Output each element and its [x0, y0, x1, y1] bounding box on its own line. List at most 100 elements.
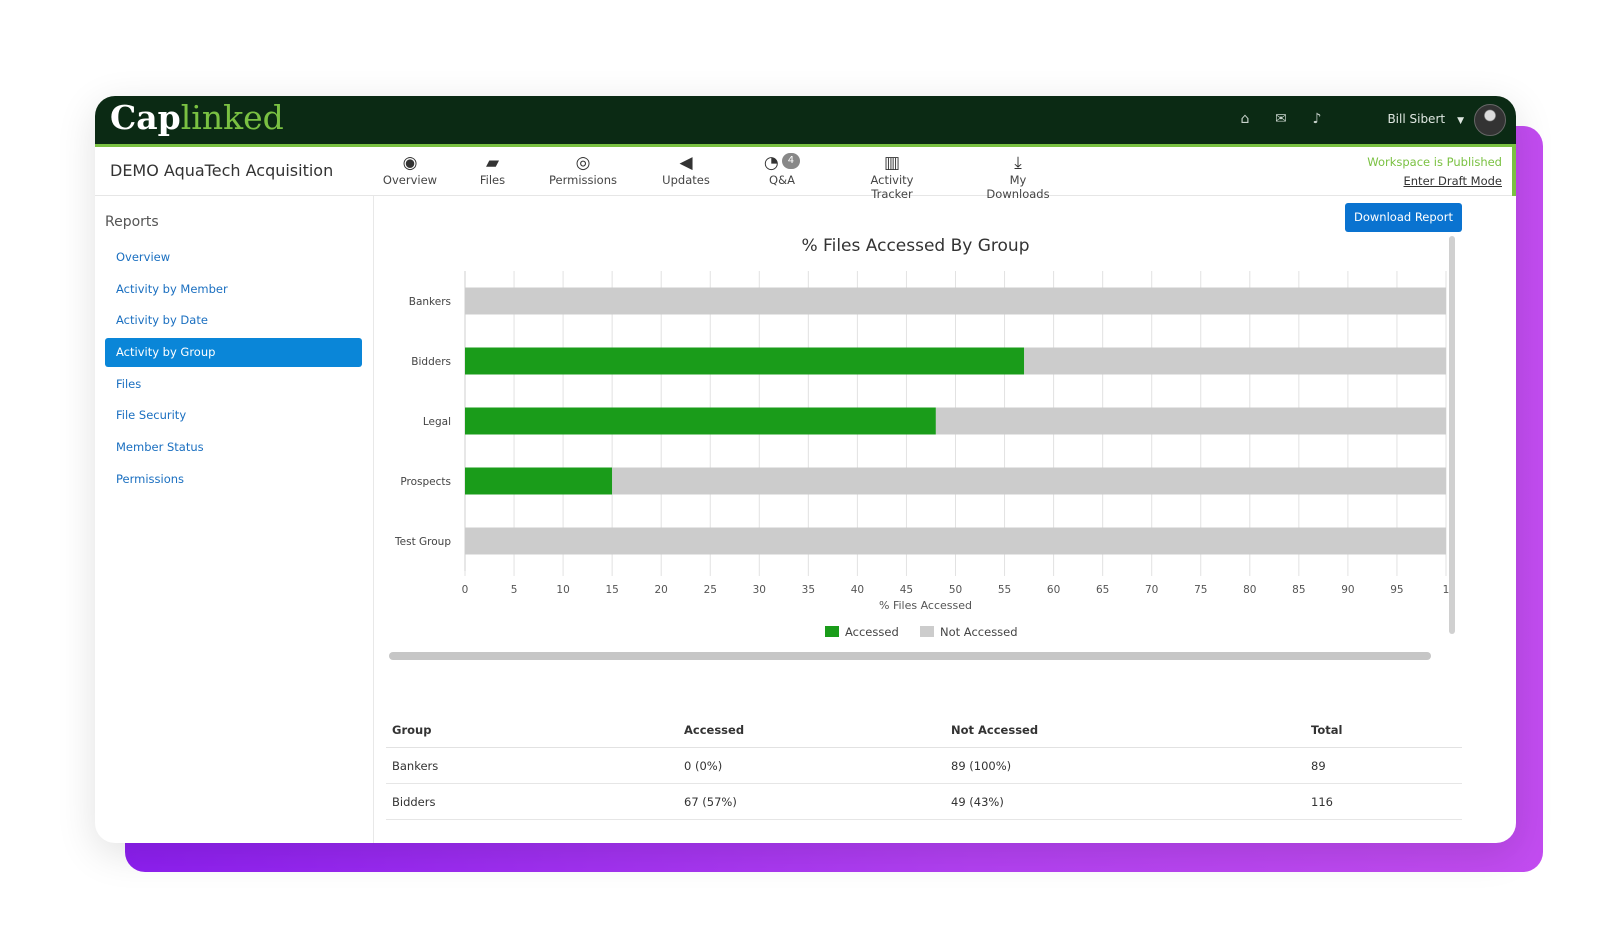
legend-swatch: [920, 626, 934, 637]
megaphone-icon: ◀: [679, 153, 693, 173]
x-tick-label: 65: [1096, 584, 1109, 596]
bar-accessed: [465, 467, 613, 495]
nav-updates[interactable]: ◀ Updates: [660, 153, 712, 187]
table-row: Bankers 0 (0%) 89 (100%) 89: [386, 747, 1462, 784]
x-tick-label: 70: [1145, 584, 1158, 596]
y-category-label: Prospects: [400, 476, 451, 488]
bell-icon[interactable]: ♪: [1312, 111, 1322, 127]
x-tick-label: 15: [605, 584, 618, 596]
x-tick-label: 25: [704, 584, 717, 596]
table-row: Bidders 67 (57%) 49 (43%) 116: [386, 783, 1462, 820]
cell-total: 89: [1305, 747, 1462, 784]
home-icon[interactable]: ⌂: [1240, 111, 1250, 127]
column-header-total[interactable]: Total: [1305, 713, 1462, 748]
column-header-accessed[interactable]: Accessed: [678, 713, 945, 748]
sidebar-item-member-status[interactable]: Member Status: [116, 440, 204, 454]
bar-not-accessed: [612, 467, 1446, 495]
workspace-status: Workspace is Published Enter Draft Mode: [1367, 153, 1502, 191]
sidebar-item-overview[interactable]: Overview: [116, 250, 171, 264]
cell-accessed: 0 (0%): [678, 747, 945, 784]
top-header: Caplinked ⌂ ✉ ♪ Bill Sibert ▼: [95, 96, 1516, 147]
sidebar-item-activity-by-group[interactable]: Activity by Group: [105, 338, 362, 367]
x-tick-label: 95: [1390, 584, 1403, 596]
cell-not-accessed: 49 (43%): [945, 783, 1305, 820]
x-tick-label: 10: [556, 584, 569, 596]
bar-accessed: [465, 407, 936, 435]
qa-count-badge: 4: [781, 153, 801, 169]
download-icon: ⤓: [1014, 153, 1022, 173]
x-tick-label: 85: [1292, 584, 1305, 596]
x-tick-label: 20: [655, 584, 668, 596]
x-tick-label: 90: [1341, 584, 1354, 596]
legend-label: Accessed: [845, 625, 899, 639]
bar-accessed: [465, 347, 1025, 375]
group-access-table: Group Accessed Not Accessed Total Banker…: [386, 713, 1462, 820]
x-tick-label: 75: [1194, 584, 1207, 596]
nav-overview[interactable]: ◉ Overview: [380, 153, 440, 187]
bar-not-accessed: [935, 407, 1446, 435]
chart-title: % Files Accessed By Group: [802, 236, 1030, 256]
x-tick-label: 35: [802, 584, 815, 596]
x-tick-label: 30: [753, 584, 766, 596]
vertical-scrollbar[interactable]: [1449, 236, 1455, 634]
x-tick-label: 60: [1047, 584, 1060, 596]
nav-my-downloads[interactable]: ⤓ My Downloads: [978, 153, 1058, 201]
y-category-label: Legal: [423, 416, 451, 428]
y-category-label: Bankers: [409, 296, 451, 308]
column-header-group[interactable]: Group: [386, 713, 678, 748]
column-header-not-accessed[interactable]: Not Accessed: [945, 713, 1305, 748]
bar-not-accessed: [1024, 347, 1446, 375]
sub-header: DEMO AquaTech Acquisition ◉ Overview ▰ Fil…: [95, 147, 1516, 201]
x-tick-label: 40: [851, 584, 864, 596]
mail-icon[interactable]: ✉: [1275, 111, 1287, 127]
x-tick-label: 0: [462, 584, 469, 596]
files-accessed-chart: % Files Accessed By Group 0 5 10 15 20 25 30 35 4…: [394, 236, 1450, 639]
nav-permissions[interactable]: ◎ Permissions: [548, 153, 618, 187]
cell-not-accessed: 89 (100%): [945, 747, 1305, 784]
reports-sidebar: Reports Overview Activity by Member Acti…: [95, 196, 374, 843]
x-tick-label: 80: [1243, 584, 1256, 596]
eye-icon: ◎: [575, 153, 591, 173]
caplinked-logo[interactable]: Caplinked: [110, 98, 284, 137]
bar-chart-icon: ▥: [883, 153, 901, 173]
y-category-label: Bidders: [411, 356, 451, 368]
y-category-label: Test Group: [394, 536, 451, 548]
cell-total: 116: [1305, 783, 1462, 820]
bar-not-accessed: [465, 527, 1446, 555]
legend-swatch: [825, 626, 839, 637]
sidebar-item-files[interactable]: Files: [116, 377, 142, 391]
app-window: Caplinked ⌂ ✉ ♪ Bill Sibert ▼ DEMO AquaTe…: [95, 96, 1516, 843]
chat-icon: ◔: [763, 153, 779, 173]
cell-accessed: 67 (57%): [678, 783, 945, 820]
legend-label: Not Accessed: [940, 625, 1018, 639]
caret-down-icon: ▼: [1457, 116, 1464, 126]
x-tick-label: 50: [949, 584, 962, 596]
user-menu[interactable]: Bill Sibert ▼: [1387, 112, 1464, 126]
download-report-button[interactable]: Download Report: [1345, 203, 1462, 232]
user-name: Bill Sibert: [1387, 112, 1446, 126]
x-tick-label: 45: [900, 584, 913, 596]
sidebar-item-file-security[interactable]: File Security: [116, 408, 187, 422]
sidebar-item-activity-by-date[interactable]: Activity by Date: [116, 313, 208, 327]
nav-activity-tracker[interactable]: ▥ Activity Tracker: [852, 153, 932, 201]
published-label: Workspace is Published: [1367, 155, 1502, 169]
status-accent-bar: [1512, 146, 1516, 196]
horizontal-scrollbar[interactable]: [389, 652, 1431, 660]
enter-draft-mode-link[interactable]: Enter Draft Mode: [1403, 174, 1503, 188]
workspace-title: DEMO AquaTech Acquisition: [110, 161, 334, 180]
sidebar-item-permissions[interactable]: Permissions: [116, 472, 185, 486]
x-tick-label: 1: [1443, 584, 1450, 596]
avatar[interactable]: [1474, 104, 1506, 136]
x-tick-label: 5: [511, 584, 518, 596]
x-tick-label: 55: [998, 584, 1011, 596]
nav-qa[interactable]: ◔ 4 Q&A: [755, 153, 809, 187]
folder-icon: ▰: [485, 153, 500, 173]
cell-group: Bidders: [386, 783, 678, 820]
sidebar-item-activity-by-member[interactable]: Activity by Member: [116, 282, 228, 296]
cell-group: Bankers: [386, 747, 678, 784]
x-axis-label: % Files Accessed: [879, 599, 972, 612]
globe-icon: ◉: [402, 153, 418, 173]
table-header-row: Group Accessed Not Accessed Total: [386, 713, 1462, 748]
sidebar-title: Reports: [105, 214, 159, 230]
nav-files[interactable]: ▰ Files: [470, 153, 515, 187]
